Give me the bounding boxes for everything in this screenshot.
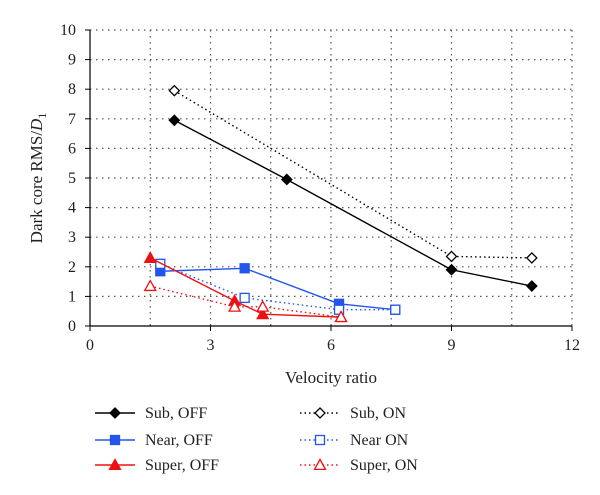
y-tick-label: 4 [68, 200, 76, 217]
legend: Sub, OFF Sub, ON Near, OFF Near ON Super, OF… [95, 405, 418, 474]
data-point [390, 304, 401, 315]
series-layer [143, 84, 538, 323]
series-line [173, 90, 532, 259]
x-tick-label: 6 [327, 337, 335, 354]
data-point [239, 263, 250, 274]
data-point [256, 307, 270, 320]
legend-swatch-marker [313, 458, 327, 471]
y-tick-label: 5 [68, 170, 76, 187]
legend-swatch-marker [314, 434, 326, 446]
data-point [168, 114, 181, 127]
legend-item: Sub, ON [300, 405, 406, 422]
data-point [525, 280, 538, 292]
y-tick-label: 2 [68, 259, 76, 276]
data-point [525, 252, 538, 264]
y-axis-title-symbol: D [27, 118, 46, 132]
data-point [239, 292, 250, 304]
data-point [227, 299, 242, 312]
y-axis-title-subscript: 1 [35, 113, 49, 119]
y-axis-title-text: Dark core RMS/ [27, 131, 46, 244]
series-line [150, 285, 342, 318]
data-point [155, 258, 166, 269]
data-point [143, 279, 157, 292]
series-sub-on [168, 84, 538, 264]
grid [90, 29, 573, 326]
x-tick-label: 12 [564, 337, 580, 354]
y-tick-label: 6 [68, 140, 76, 157]
legend-label: Near ON [350, 432, 409, 449]
y-axis-title: Dark core RMS/D1 [27, 113, 49, 244]
legend-swatch-marker [109, 434, 121, 446]
data-point [280, 173, 293, 186]
series-super-off [143, 251, 348, 323]
legend-label: Near, OFF [145, 432, 213, 449]
legend-item: Sub, OFF [95, 405, 207, 422]
series-line [160, 267, 396, 311]
x-axis-title: Velocity ratio [285, 368, 377, 387]
data-point [143, 251, 157, 263]
x-tick-label: 0 [86, 337, 94, 354]
series-near-off [155, 263, 401, 315]
legend-swatch-marker [314, 407, 326, 419]
legend-swatch-marker [109, 407, 121, 419]
data-point [256, 299, 270, 312]
series-near-on [155, 258, 401, 315]
data-point [445, 250, 458, 263]
legend-item: Super, ON [300, 457, 418, 474]
series-sub-off [168, 114, 538, 292]
legend-swatch-marker [108, 458, 122, 471]
legend-label: Sub, OFF [145, 405, 207, 422]
legend-label: Super, OFF [145, 457, 219, 474]
legend-label: Super, ON [350, 457, 418, 474]
legend-label: Sub, ON [350, 405, 406, 422]
data-point [334, 310, 348, 323]
x-tick-label: 9 [448, 337, 456, 354]
y-tick-label: 8 [68, 81, 76, 98]
data-point [168, 84, 181, 97]
y-tick-label: 7 [68, 111, 76, 128]
legend-item: Near, OFF [95, 432, 213, 449]
series-line [174, 119, 532, 287]
y-tick-label: 10 [60, 22, 76, 39]
x-tick-label: 3 [207, 337, 215, 354]
legend-item: Near ON [300, 432, 409, 449]
series-line [149, 257, 342, 318]
series-line [160, 263, 396, 311]
y-tick-label: 1 [68, 288, 76, 305]
y-tick-label: 9 [68, 52, 76, 69]
y-tick-label: 3 [68, 229, 76, 246]
legend-item: Super, OFF [95, 457, 219, 474]
y-tick-label: 0 [68, 318, 76, 335]
series-super-on [143, 279, 348, 323]
data-point [445, 263, 458, 276]
